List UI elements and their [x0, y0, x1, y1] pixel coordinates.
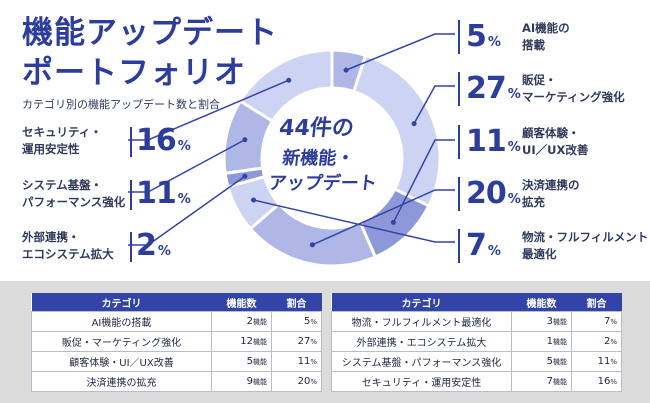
cell-category: 物流・フルフィルメント最適化 — [331, 311, 512, 332]
donut-slice-security — [238, 48, 334, 124]
callout-pct-security: 16% — [136, 123, 191, 158]
summary-table-right: カテゴリ 機能数 割合 物流・フルフィルメント最適化 3機能 7% 外部連携・エコシス… — [331, 293, 622, 392]
callout-label-system: システム基盤・ パフォーマンス強化 — [22, 178, 126, 209]
donut-chart: 44件の 新機能・ アップデート — [128, 33, 455, 268]
cell-category: システム基盤・パフォーマンス強化 — [331, 351, 512, 372]
leader-dot-logistics — [251, 197, 257, 203]
callout-bar-payment — [458, 177, 460, 211]
callout-bar-promo — [458, 72, 460, 106]
callout-bar-external — [130, 232, 132, 262]
callout-label-cx: 顧客体験・ UI／UX改善 — [522, 126, 589, 157]
cell-ratio: 16% — [571, 371, 622, 392]
leader-dot-external — [242, 173, 248, 179]
table-header-row: カテゴリ 機能数 割合 — [31, 293, 322, 312]
cell-count: 5機能 — [211, 351, 272, 372]
page-title-line1: 機能アップデート — [22, 15, 278, 51]
callout-pct-payment: 20% — [466, 176, 521, 211]
leader-dot-payment — [309, 242, 315, 248]
leader-dot-cx — [390, 219, 396, 225]
leader-line-cx — [392, 139, 455, 223]
callout-bar-ai — [458, 20, 460, 54]
cell-count: 3機能 — [511, 311, 572, 332]
table-row: セキュリティ・運用安定性 7機能 16% — [331, 371, 622, 392]
callout-bar-cx — [458, 125, 460, 159]
callout-label-ai: AI機能の 搭載 — [522, 21, 570, 52]
cell-count: 7機能 — [511, 371, 572, 392]
callout-pct-system: 11% — [136, 176, 191, 211]
table-row: システム基盤・パフォーマンス強化 5機能 11% — [331, 351, 622, 372]
leader-line-external — [128, 175, 246, 246]
callout-bar-system — [130, 180, 132, 210]
page-title-line2: ポートフォリオ — [22, 55, 246, 91]
callout-pct-promo: 27% — [466, 71, 521, 106]
cell-ratio: 5% — [271, 311, 322, 332]
cell-count: 5機能 — [511, 351, 572, 372]
table-row: 物流・フルフィルメント最適化 3機能 7% — [331, 311, 622, 332]
leader-dot-security — [286, 77, 292, 83]
table-header-row: カテゴリ 機能数 割合 — [331, 293, 622, 312]
leader-dot-system — [242, 137, 248, 143]
cell-ratio: 7% — [571, 311, 622, 332]
table-row: 顧客体験・UI／UX改善 5機能 11% — [31, 351, 322, 372]
page-subtitle: カテゴリ別の機能アップデート数と割合 — [22, 98, 220, 111]
table-row: 販促・マーケティング強化 12機能 27% — [31, 331, 322, 352]
callout-label-payment: 決済連携の 拡充 — [522, 178, 580, 209]
callout-label-external: 外部連携・ エコシステム拡大 — [22, 230, 114, 261]
center-count: 44件の — [278, 116, 355, 141]
table-row: AI機能の搭載 2機能 5% — [31, 311, 322, 332]
cell-category: 外部連携・エコシステム拡大 — [331, 331, 512, 352]
cell-category: AI機能の搭載 — [31, 311, 212, 332]
header-category: カテゴリ — [31, 293, 212, 312]
cell-ratio: 11% — [571, 351, 622, 372]
callout-pct-ai: 5% — [466, 19, 501, 54]
cell-category: 販促・マーケティング強化 — [31, 331, 212, 352]
leader-line-ai — [345, 33, 455, 71]
leader-line-security — [128, 79, 290, 141]
leader-line-promo — [413, 85, 455, 124]
header-category: カテゴリ — [331, 293, 512, 312]
callout-bar-logistics — [458, 229, 460, 263]
cell-category: 決済連携の拡充 — [31, 371, 212, 392]
leader-line-system — [128, 139, 246, 193]
table-row: 外部連携・エコシステム拡大 1機能 2% — [331, 331, 622, 352]
header-ratio: 割合 — [571, 293, 622, 312]
leader-dot-ai — [343, 67, 349, 73]
callout-label-promo: 販促・ マーケティング強化 — [522, 73, 625, 104]
cell-ratio: 11% — [271, 351, 322, 372]
cell-count: 1機能 — [511, 331, 572, 352]
header-count: 機能数 — [511, 293, 572, 312]
cell-count: 2機能 — [211, 311, 272, 332]
cell-ratio: 2% — [571, 331, 622, 352]
leader-line-payment — [312, 189, 455, 246]
callout-pct-logistics: 7% — [466, 228, 501, 263]
leader-dot-promo — [411, 121, 417, 127]
header-ratio: 割合 — [271, 293, 322, 312]
table-row: 決済連携の拡充 9機能 20% — [31, 371, 322, 392]
cell-ratio: 27% — [271, 331, 322, 352]
callout-label-security: セキュリティ・ 運用安定性 — [22, 125, 102, 156]
center-label-2: アップデート — [268, 172, 378, 194]
center-label-1: 新機能・ — [281, 147, 355, 169]
callout-pct-external: 2% — [136, 228, 171, 263]
callout-pct-cx: 11% — [466, 124, 521, 159]
callout-bar-security — [130, 127, 132, 157]
leader-line-logistics — [253, 199, 455, 243]
summary-table-left: カテゴリ 機能数 割合 AI機能の搭載 2機能 5% 販促・マーケティング強化 12機能… — [31, 293, 322, 392]
cell-count: 9機能 — [211, 371, 272, 392]
cell-category: セキュリティ・運用安定性 — [331, 371, 512, 392]
header-count: 機能数 — [211, 293, 272, 312]
cell-count: 12機能 — [211, 331, 272, 352]
cell-ratio: 20% — [271, 371, 322, 392]
callout-label-logistics: 物流・フルフィルメント 最適化 — [522, 230, 649, 261]
cell-category: 顧客体験・UI／UX改善 — [31, 351, 212, 372]
